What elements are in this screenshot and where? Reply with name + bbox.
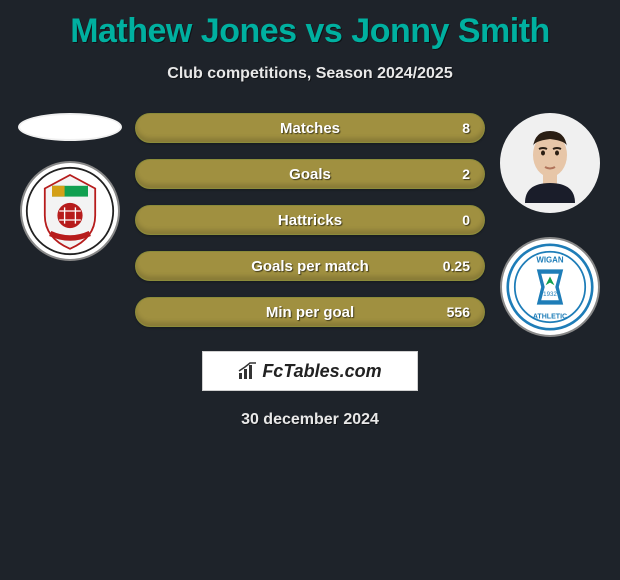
bar-value: 0 bbox=[462, 212, 470, 228]
bar-label: Hattricks bbox=[136, 212, 484, 229]
chart-icon bbox=[238, 362, 260, 380]
bar-value: 2 bbox=[462, 166, 470, 182]
bar-value: 8 bbox=[462, 120, 470, 136]
bar-goals-per-match: Goals per match 0.25 bbox=[135, 251, 485, 281]
left-column bbox=[10, 113, 130, 261]
bar-label: Matches bbox=[136, 120, 484, 137]
subtitle: Club competitions, Season 2024/2025 bbox=[0, 65, 620, 83]
bar-value: 0.25 bbox=[443, 258, 470, 274]
bar-label: Goals bbox=[136, 166, 484, 183]
wigan-badge-svg: WIGAN ATHLETIC 1932 bbox=[506, 243, 594, 331]
bar-value: 556 bbox=[447, 304, 470, 320]
fctables-logo: FcTables.com bbox=[202, 351, 418, 391]
wrexham-badge-svg bbox=[25, 166, 115, 256]
player-avatar-svg bbox=[515, 123, 585, 203]
right-column: WIGAN ATHLETIC 1932 bbox=[490, 113, 610, 337]
bar-label: Min per goal bbox=[136, 304, 484, 321]
svg-text:WIGAN: WIGAN bbox=[536, 255, 564, 264]
brand-text: FcTables.com bbox=[262, 361, 381, 382]
page-title: Mathew Jones vs Jonny Smith bbox=[0, 0, 620, 51]
left-club-badge bbox=[20, 161, 120, 261]
right-club-badge: WIGAN ATHLETIC 1932 bbox=[500, 237, 600, 337]
right-player-avatar bbox=[500, 113, 600, 213]
bar-goals: Goals 2 bbox=[135, 159, 485, 189]
comparison-area: WIGAN ATHLETIC 1932 Matches 8 Goals 2 Ha… bbox=[0, 113, 620, 327]
svg-text:1932: 1932 bbox=[543, 291, 557, 298]
stats-bars: Matches 8 Goals 2 Hattricks 0 Goals per … bbox=[135, 113, 485, 327]
bar-matches: Matches 8 bbox=[135, 113, 485, 143]
bar-min-per-goal: Min per goal 556 bbox=[135, 297, 485, 327]
bar-hattricks: Hattricks 0 bbox=[135, 205, 485, 235]
bar-label: Goals per match bbox=[136, 258, 484, 275]
left-player-avatar bbox=[18, 113, 122, 141]
svg-text:ATHLETIC: ATHLETIC bbox=[533, 314, 567, 321]
date-text: 30 december 2024 bbox=[0, 411, 620, 429]
